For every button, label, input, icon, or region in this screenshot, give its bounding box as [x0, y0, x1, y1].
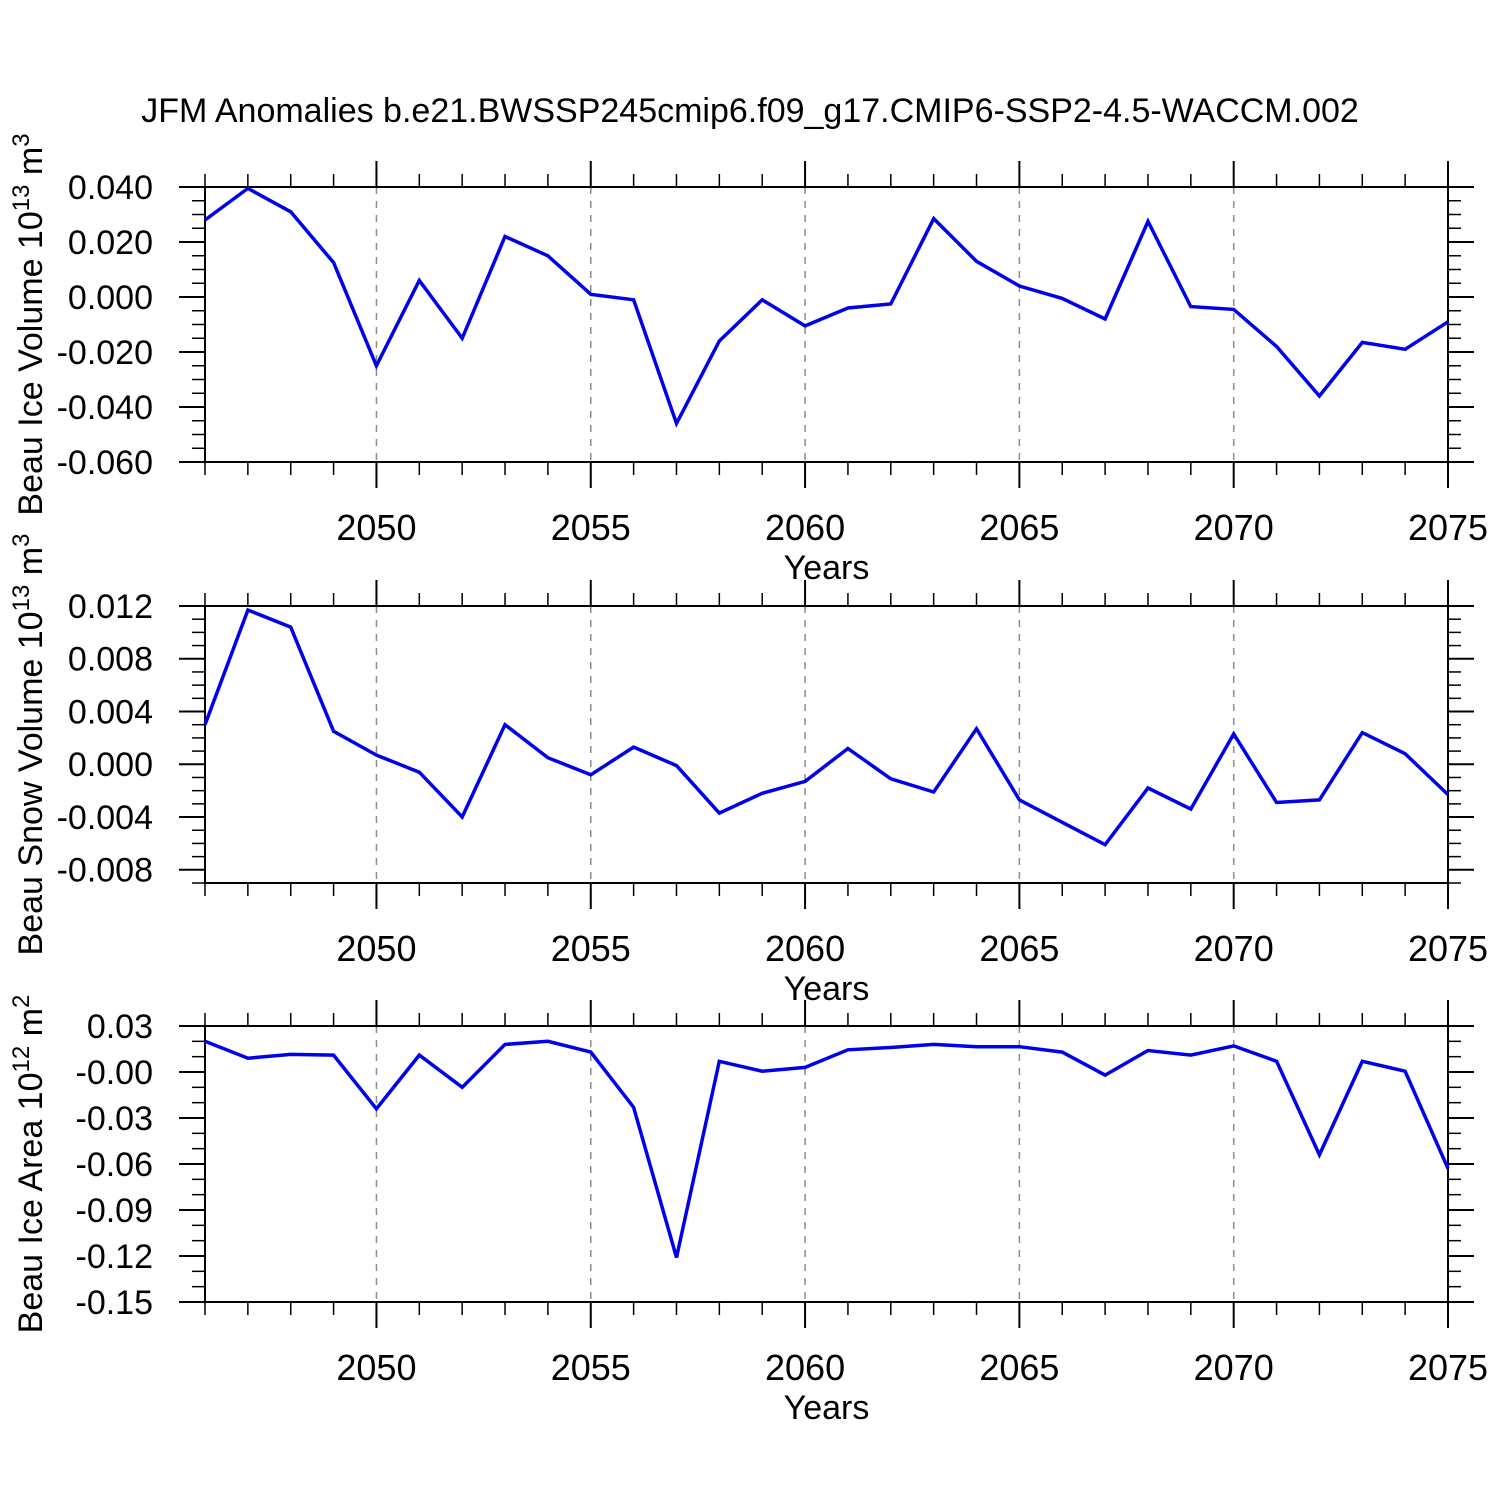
x-tick-label: 2070	[1194, 1347, 1274, 1388]
y-axis-title: Beau Ice Volume 1013 m3	[8, 133, 50, 515]
y-tick-label: 0.000	[68, 746, 153, 784]
x-tick-label: 2075	[1408, 1347, 1488, 1388]
x-tick-label: 2070	[1194, 507, 1274, 548]
x-axis-title-years: Years	[784, 1389, 870, 1427]
plot-frame	[204, 1025, 1449, 1303]
y-tick-label: -0.020	[57, 334, 153, 372]
ice-volume-line	[203, 186, 1449, 428]
x-tick-label: 2055	[551, 507, 631, 548]
y-tick-label: 0.012	[68, 588, 153, 626]
y-tick-label: 0.008	[68, 641, 153, 679]
panel-ice-area: 0.03 -0.00 -0.03 -0.06 -0.09 -0.12 -0.15 2050 20…	[8, 995, 1488, 1427]
x-axis-title-years: Years	[784, 970, 870, 1008]
x-tick-label: 2075	[1408, 928, 1488, 969]
y-tick-label: -0.06	[76, 1146, 154, 1184]
ice-area-line	[204, 1039, 1450, 1258]
x-tick-label: 2065	[979, 507, 1059, 548]
chart-title: JFM Anomalies b.e21.BWSSP245cmip6.f09_g1…	[141, 92, 1359, 130]
x-tick-label: 2065	[979, 1347, 1059, 1388]
x-axis-title-years: Years	[784, 549, 870, 587]
panel-snow-volume: 0.012 0.008 0.004 0.000 -0.004 -0.008 2050 2055…	[8, 534, 1488, 1008]
x-tick-label: 2050	[336, 507, 416, 548]
y-tick-label: -0.09	[76, 1192, 154, 1230]
y-axis-title: Beau Snow Volume 1013 m3	[8, 534, 50, 956]
y-tick-label: 0.004	[68, 693, 153, 731]
y-tick-label: 0.03	[87, 1008, 153, 1046]
x-tick-label: 2075	[1408, 507, 1488, 548]
y-tick-label: 0.000	[68, 279, 153, 317]
y-axis-title: Beau Ice Area 1012 m2	[8, 995, 50, 1334]
x-tick-label: 2055	[551, 928, 631, 969]
x-tick-label: 2055	[551, 1347, 631, 1388]
y-tick-label: -0.12	[76, 1238, 154, 1276]
y-tick-label: -0.00	[76, 1054, 154, 1092]
x-tick-label: 2050	[336, 928, 416, 969]
y-tick-label: -0.03	[76, 1100, 154, 1138]
y-tick-label: -0.004	[57, 799, 153, 837]
x-tick-label: 2060	[765, 1347, 845, 1388]
x-tick-label: 2060	[765, 928, 845, 969]
snow-volume-line	[203, 607, 1450, 847]
y-tick-label: -0.060	[57, 444, 153, 482]
x-tick-label: 2065	[979, 928, 1059, 969]
plot-frame	[204, 186, 1449, 463]
plot-frame	[204, 605, 1449, 884]
y-tick-label: 0.020	[68, 224, 153, 262]
panel-ice-volume: 0.040 0.020 0.000 -0.020 -0.040 -0.060 2050 205…	[8, 133, 1488, 587]
x-tick-label: 2070	[1194, 928, 1274, 969]
y-tick-label: -0.008	[57, 852, 153, 890]
x-tick-label: 2050	[336, 1347, 416, 1388]
y-tick-label: -0.15	[76, 1284, 154, 1322]
x-tick-label: 2060	[765, 507, 845, 548]
y-tick-label: -0.040	[57, 389, 153, 427]
y-tick-label: 0.040	[68, 169, 153, 207]
